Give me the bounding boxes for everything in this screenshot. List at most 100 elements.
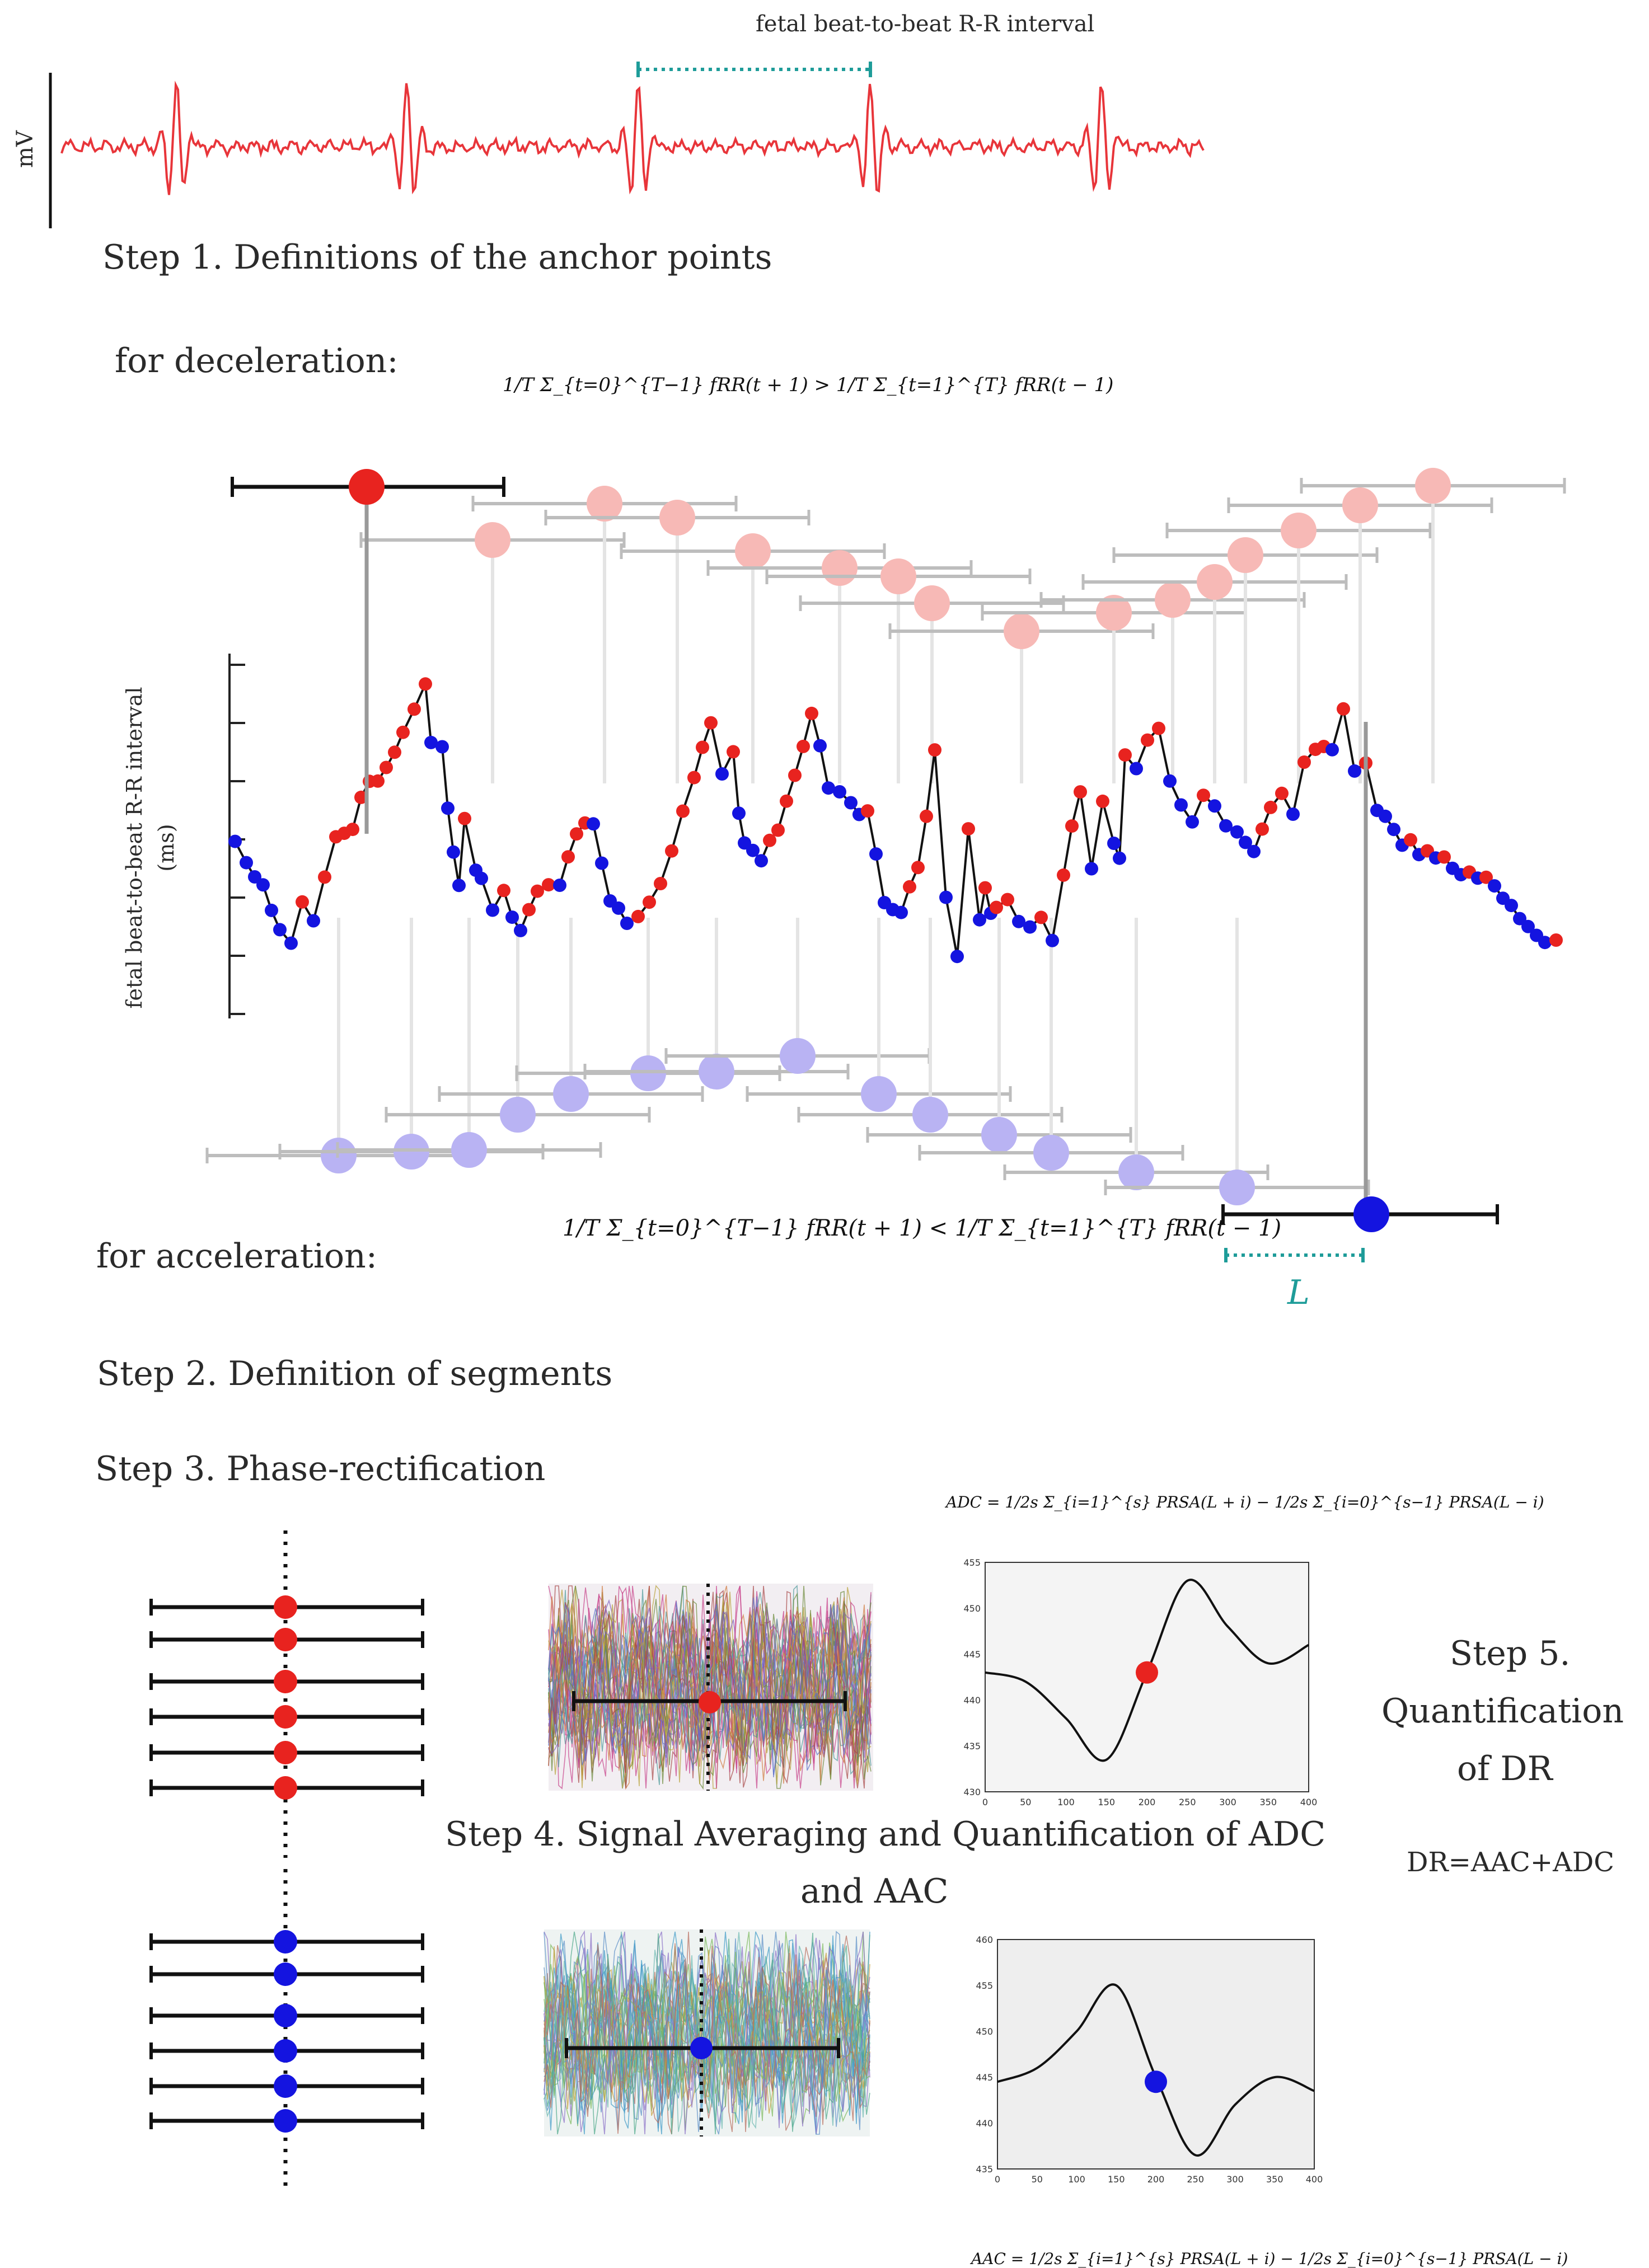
decel-point	[1118, 748, 1132, 762]
accel-point	[746, 843, 760, 857]
decel-formula: 1/T Σ_{t=0}^{T−1} fRR(t + 1) > 1/T Σ_{t=…	[503, 374, 1114, 396]
decel-point	[380, 760, 393, 774]
accel-point	[1521, 919, 1535, 933]
step3-title: Step 3. Phase-rectification	[95, 1449, 546, 1488]
decel-point	[861, 804, 874, 818]
prsa-x-tick: 100	[1057, 1797, 1075, 1807]
accel-point	[1186, 815, 1199, 829]
accel-point	[447, 845, 460, 859]
accel-point	[1107, 837, 1121, 850]
aac-formula: AAC = 1/2s Σ_{i=1}^{s} PRSA(L + i) − 1/2…	[971, 2250, 1568, 2268]
prsa-x-tick: 250	[1179, 1797, 1196, 1807]
decel-anchor	[274, 1628, 297, 1651]
accel-point	[307, 914, 320, 928]
decel-point	[1437, 850, 1451, 864]
accel-point	[1012, 914, 1025, 928]
decel-point	[962, 822, 975, 836]
accel-point	[1023, 920, 1037, 934]
prsa-x-tick: 200	[1147, 2174, 1165, 2185]
accel-point	[486, 903, 499, 917]
decel-point	[388, 745, 401, 759]
faint-accel-point	[1118, 1154, 1154, 1190]
step4-title-line1: Step 4. Signal Averaging and Quantificat…	[445, 1815, 1326, 1854]
accel-formula: 1/T Σ_{t=0}^{T−1} fRR(t + 1) < 1/T Σ_{t=…	[563, 1215, 1282, 1241]
dr-formula: DR=AAC+ADC	[1407, 1847, 1614, 1878]
step5-title-line1: Step 5.	[1450, 1634, 1571, 1673]
signal-trace	[544, 1931, 870, 2131]
faint-decel-point	[1155, 582, 1191, 618]
decel-point	[407, 702, 421, 716]
decel-point	[419, 677, 432, 691]
decel-point	[687, 771, 701, 785]
faint-decel-point	[475, 522, 510, 558]
faint-decel-point	[1342, 487, 1378, 523]
faint-accel-point	[912, 1097, 948, 1133]
decel-point	[497, 884, 510, 898]
prsa-x-tick: 350	[1266, 2174, 1283, 2185]
faint-decel-point	[1096, 595, 1132, 631]
decel-point	[570, 827, 583, 841]
step5-title-line2: Quantification	[1381, 1692, 1624, 1731]
accel-point	[475, 871, 488, 885]
faint-decel-point	[1004, 613, 1039, 649]
accel-point	[1387, 823, 1400, 837]
signal-trace	[548, 1605, 872, 1768]
signal-trace	[548, 1594, 872, 1781]
decel-point	[631, 909, 645, 923]
decel-point	[1197, 788, 1210, 802]
prsa-y-tick: 440	[963, 1695, 981, 1706]
accel-point	[894, 905, 908, 919]
decel-point	[1337, 702, 1350, 716]
adc-formula: ADC = 1/2s Σ_{i=1}^{s} PRSA(L + i) − 1/2…	[946, 1493, 1544, 1511]
faint-decel-point	[659, 500, 695, 536]
accel-point	[1348, 764, 1361, 778]
faint-decel-point	[914, 585, 950, 621]
decel-point	[1141, 733, 1154, 747]
faint-decel-point	[1415, 468, 1451, 504]
step2-title: Step 2. Definition of segments	[97, 1354, 613, 1393]
prsa-y-tick: 455	[963, 1557, 981, 1568]
accel-point	[505, 910, 519, 924]
accel-point	[435, 740, 449, 754]
signal-trace	[548, 1597, 872, 1775]
accel-point	[1046, 933, 1059, 947]
accel-point	[1130, 762, 1143, 776]
decel-point	[346, 823, 359, 837]
decel-point	[727, 745, 740, 759]
decel-point	[522, 903, 536, 917]
signal-trace	[548, 1621, 872, 1757]
decel-point	[797, 739, 810, 753]
step1-title: Step 1. Definitions of the anchor points	[102, 238, 772, 277]
decel-point	[1065, 819, 1079, 833]
rr-points	[228, 677, 1563, 964]
decel-point	[911, 861, 925, 875]
decel-anchor	[274, 1741, 297, 1764]
accel-point	[1505, 899, 1518, 913]
signal-trace	[548, 1602, 872, 1766]
prsa-x-tick: 350	[1259, 1797, 1277, 1807]
prsa-x-tick: 300	[1226, 2174, 1244, 2185]
faint-accel-point	[981, 1117, 1017, 1153]
faint-decel-point	[822, 550, 858, 586]
rr-y-label: fetal beat-to-beat R-R interval (ms)	[119, 669, 182, 1027]
accel-point	[1163, 774, 1177, 788]
prsa-plot-area	[997, 1939, 1315, 2170]
accel-anchor	[274, 2004, 297, 2027]
faint-decel-point	[1228, 537, 1263, 573]
prsa-y-tick: 445	[963, 1649, 981, 1660]
accel-point	[1247, 844, 1261, 858]
accel-point	[1286, 807, 1300, 821]
accel-point	[265, 903, 278, 917]
accel-point	[1239, 835, 1252, 849]
decel-point	[531, 884, 544, 898]
accel-point	[228, 834, 242, 848]
decel-point	[676, 804, 690, 818]
decel-anchor	[274, 1595, 297, 1619]
faint-decel-point	[735, 533, 771, 569]
accel-anchor	[274, 2039, 297, 2063]
decel-point	[920, 809, 933, 823]
prsa-y-tick: 435	[976, 2164, 993, 2175]
prsa-y-tick: 450	[963, 1603, 981, 1614]
prsa-y-tick: 435	[963, 1741, 981, 1752]
faint-accel-point	[861, 1076, 897, 1112]
